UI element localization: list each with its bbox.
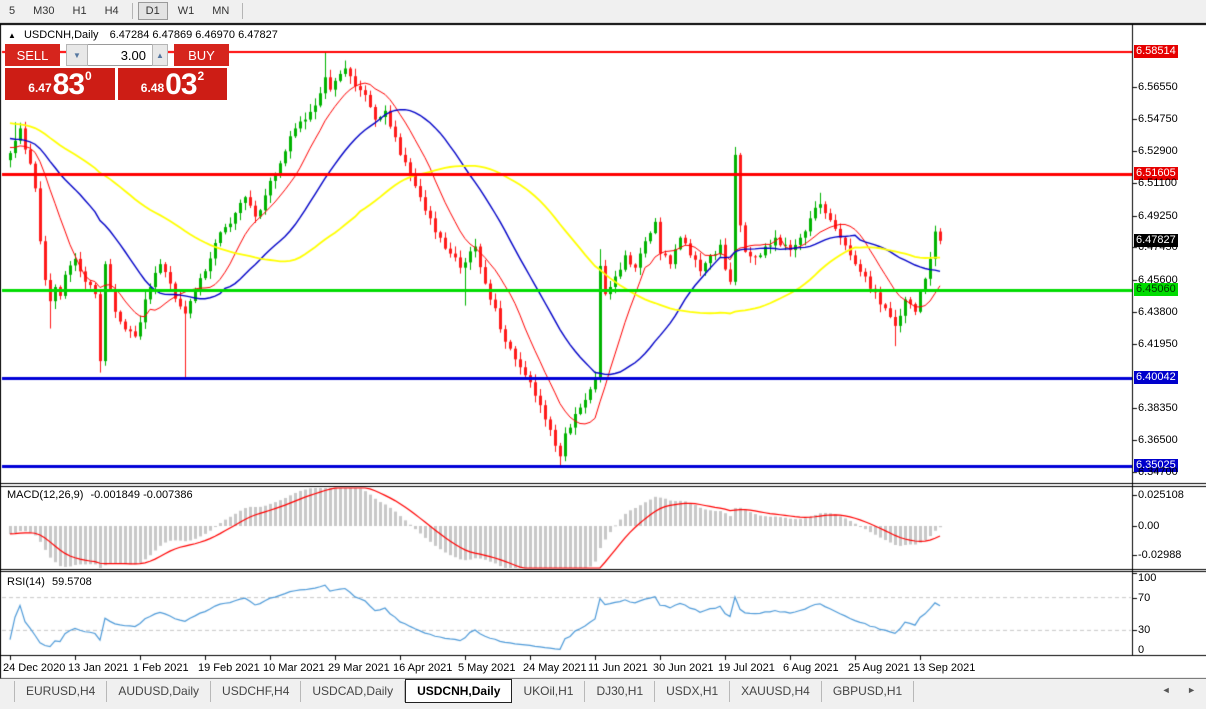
chart-tab-xauusd[interactable]: XAUUSD,H4	[730, 680, 822, 702]
buy-price-prefix: 6.48	[140, 81, 165, 95]
timeframe-button-d1[interactable]: D1	[137, 2, 168, 20]
toolbar-separator	[131, 3, 133, 19]
buy-price-pips: 03	[165, 68, 197, 101]
chart-tab-gbpusd[interactable]: GBPUSD,H1	[822, 680, 915, 702]
toolbar-separator	[242, 3, 244, 19]
chart-title: USDCNH,Daily	[23, 29, 99, 41]
rsi-value: 59.5708	[51, 576, 92, 588]
chevron-down-icon: ▼	[73, 50, 81, 60]
timeframe-button-mn[interactable]: MN	[212, 5, 230, 17]
chart-tab-bar: EURUSD,H4 AUDUSD,Daily USDCHF,H4 USDCAD,Dai…	[0, 678, 1206, 709]
rsi-indicator-label: RSI(14) 59.5708	[7, 576, 92, 588]
volume-increase-button[interactable]: ▲	[152, 44, 168, 66]
tab-scroll-left-icon[interactable]: ◄	[1161, 685, 1171, 695]
macd-name: MACD(12,26,9)	[7, 489, 84, 501]
buy-price-point: 2	[197, 69, 205, 83]
tab-scroll-right-icon[interactable]: ►	[1187, 685, 1196, 695]
chart-tab-audusd[interactable]: AUDUSD,Daily	[107, 680, 212, 702]
sell-price-quote[interactable]: 6.47 83 0	[5, 68, 115, 100]
chart-tab-usdcnh[interactable]: USDCNH,Daily	[405, 678, 513, 703]
sell-button[interactable]: SELL	[5, 44, 60, 66]
timeframe-button-w1[interactable]: W1	[177, 5, 195, 17]
volume-decrease-button[interactable]: ▼	[66, 44, 88, 66]
sell-price-point: 0	[85, 69, 92, 83]
chart-tab-dj30[interactable]: DJ30,H1	[585, 680, 656, 702]
chart-tab-usdcad[interactable]: USDCAD,Daily	[301, 680, 406, 702]
buy-price-quote[interactable]: 6.48 03 2	[118, 68, 227, 100]
collapse-chart-icon[interactable]: ▲	[8, 31, 16, 40]
timeframe-button-h4[interactable]: H4	[104, 5, 119, 17]
timeframe-button-m30[interactable]: M30	[33, 5, 55, 17]
timeframe-button-h1[interactable]: H1	[72, 5, 87, 17]
timeframe-toolbar: 5 M30 H1 H4 D1 W1 MN	[0, 0, 1206, 22]
chart-tab-usdchf[interactable]: USDCHF,H4	[211, 680, 302, 702]
macd-values: -0.001849 -0.007386	[90, 489, 193, 501]
buy-button[interactable]: BUY	[174, 44, 229, 66]
volume-input[interactable]: 3.00	[88, 44, 152, 66]
chart-tab-ukoil[interactable]: UKOil,H1	[512, 680, 586, 702]
sell-price-prefix: 6.47	[28, 81, 52, 95]
chart-tab-eurusd[interactable]: EURUSD,H4	[14, 680, 108, 702]
chart-ohlc-values: 6.47284 6.47869 6.46970 6.47827	[109, 29, 278, 41]
macd-indicator-label: MACD(12,26,9) -0.001849 -0.007386	[7, 489, 193, 501]
chart-tab-usdx[interactable]: USDX,H1	[655, 680, 731, 702]
chart-tab-list: EURUSD,H4 AUDUSD,Daily USDCHF,H4 USDCAD,Dai…	[14, 678, 915, 703]
sell-price-pips: 83	[52, 68, 85, 101]
rsi-name: RSI(14)	[7, 576, 45, 588]
chart-symbol-header: ▲ USDCNH,Daily 6.47284 6.47869 6.46970 6…	[8, 29, 278, 41]
one-click-trading-panel: SELL ▼ 3.00 ▲ BUY 6.47 83 0 6.48 03 2	[5, 44, 229, 100]
chevron-up-icon: ▲	[156, 50, 164, 60]
timeframe-button-5[interactable]: 5	[9, 5, 16, 17]
